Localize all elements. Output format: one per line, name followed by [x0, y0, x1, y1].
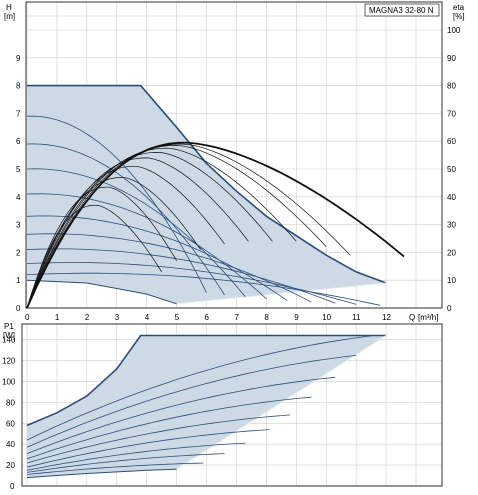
head-curve [26, 168, 246, 298]
y-tick-label: 9 [16, 54, 21, 63]
top-efficiency-curves [26, 141, 405, 309]
p1-tick-label: 20 [6, 461, 15, 470]
x-tick-label: 10 [322, 313, 331, 322]
x-tick-label: 0 [25, 313, 30, 322]
x-tick-label: 8 [264, 313, 269, 322]
min-speed-curve [26, 279, 177, 305]
p1-tick-label: 40 [6, 440, 15, 449]
y-axis-unit: [m] [4, 12, 15, 21]
power-range-fill [27, 335, 387, 478]
y2-tick-label: 10 [447, 276, 456, 285]
efficiency-curve [26, 145, 327, 309]
x-tick-label: 1 [55, 313, 60, 322]
x-tick-label: 3 [115, 313, 120, 322]
y-tick-label: 1 [16, 276, 21, 285]
x-axis-unit: [m³/h] [418, 313, 438, 322]
bottom-operating-range [26, 334, 387, 479]
x-tick-label: 9 [294, 313, 299, 322]
y2-tick-label: 70 [447, 109, 456, 118]
y-tick-label: 0 [16, 304, 21, 313]
y2-tick-label: 50 [447, 165, 456, 174]
p1-tick-label: 0 [10, 482, 15, 491]
y-axis-label: H [6, 3, 12, 12]
p1-tick-label: 140 [2, 336, 16, 345]
top-operating-range [26, 84, 387, 305]
y2-tick-label: 90 [447, 54, 456, 63]
p1-tick-label: 60 [6, 419, 15, 428]
power-curve [26, 453, 225, 473]
y2-tick-label: 40 [447, 193, 456, 202]
y-tick-label: 8 [16, 82, 21, 91]
p1-tick-label: 100 [2, 377, 16, 386]
p1-axis-unit: [W] [3, 331, 15, 340]
power-curve [26, 414, 291, 464]
y-tick-label: 4 [16, 193, 21, 202]
y-tick-label: 2 [16, 248, 21, 257]
y2-tick-label: 30 [447, 221, 456, 230]
chart-title: MAGNA3 32-80 N [369, 6, 434, 15]
power-curve [26, 355, 357, 448]
head-curve [26, 272, 381, 306]
x-tick-label: 2 [85, 313, 90, 322]
y2-axis-unit: [%] [453, 12, 465, 21]
x-tick-label: 6 [205, 313, 210, 322]
min-power-curve [26, 468, 177, 479]
y2-tick-label: 0 [447, 304, 452, 313]
y2-tick-label: 20 [447, 248, 456, 257]
efficiency-curve [26, 152, 273, 309]
power-curve [26, 376, 336, 454]
power-curve [26, 396, 312, 460]
efficiency-curve [26, 204, 162, 309]
power-curve [26, 429, 270, 468]
p1-tick-label: 120 [2, 357, 16, 366]
p1-axis-label: P1 [4, 322, 14, 331]
p1-tick-label: 80 [6, 398, 15, 407]
model-label-box [364, 3, 440, 17]
top-axes: 0 1 2 3 4 5 6 7 8 9 10 11 12012345678901020304050607… [16, 1, 461, 322]
max-power-curve [26, 334, 387, 427]
y-tick-label: 5 [16, 165, 21, 174]
x-tick-label: 11 [352, 313, 361, 322]
power-curve [26, 462, 204, 475]
bottom-axes: 0 20 40 60 80 100 120 140 [2, 323, 443, 491]
y2-axis-label: eta [453, 3, 465, 12]
efficiency-curve [26, 157, 249, 309]
y-tick-label: 7 [16, 109, 21, 118]
power-curve [26, 335, 375, 441]
top-frame [25, 1, 443, 309]
power-curve [26, 442, 246, 471]
operating-range-fill [27, 85, 387, 304]
max-speed-curve [27, 84, 387, 284]
efficiency-curve [26, 141, 405, 309]
x-tick-label: 5 [175, 313, 180, 322]
y2-tick-label: 60 [447, 137, 456, 146]
bottom-frame [21, 323, 443, 487]
power-range-edge [176, 335, 387, 470]
y2-tick-label: 80 [447, 82, 456, 91]
efficiency-curve [26, 147, 297, 309]
head-curve [26, 115, 207, 293]
x-axis-label: Q [409, 313, 415, 322]
head-curve [26, 262, 357, 305]
x-tick-label: 4 [145, 313, 150, 322]
efficiency-curve [26, 186, 177, 309]
range-lower-edge [176, 282, 387, 305]
x-tick-label: 12 [382, 313, 391, 322]
bottom-power-curves [26, 335, 375, 475]
y-tick-label: 6 [16, 137, 21, 146]
x-tick-label: 7 [234, 313, 239, 322]
y2-tick-label: 100 [447, 26, 461, 35]
y-tick-label: 3 [16, 221, 21, 230]
head-curve [26, 248, 336, 304]
